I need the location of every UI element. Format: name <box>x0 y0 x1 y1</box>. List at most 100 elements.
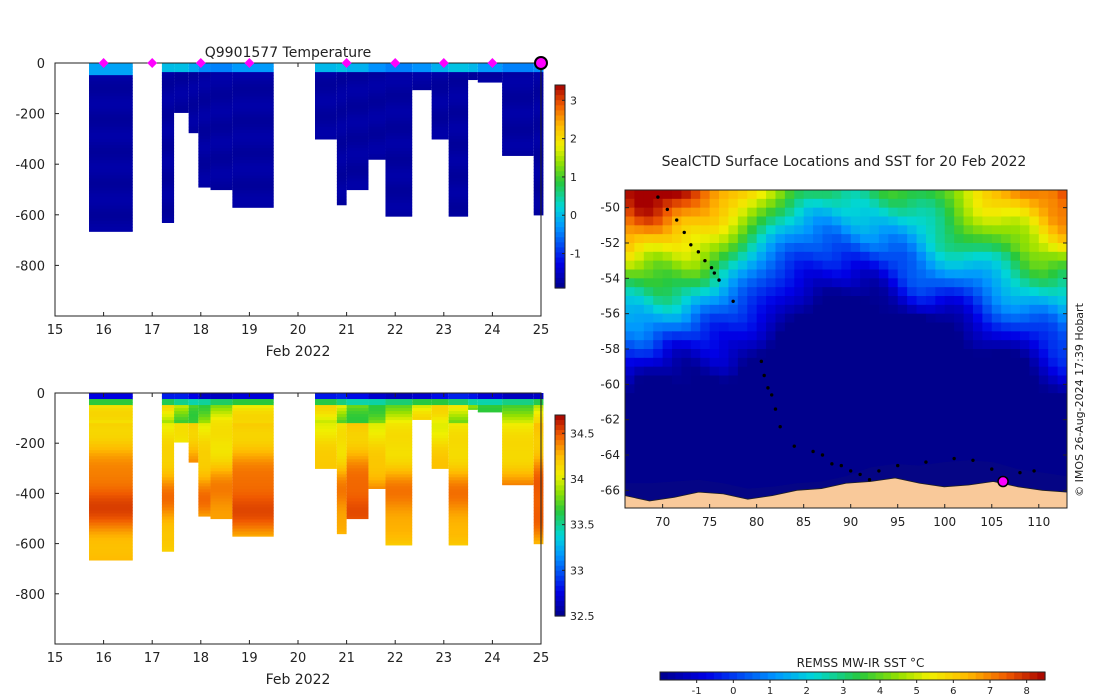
salinity-cell <box>188 441 199 445</box>
sst-cell <box>794 393 805 403</box>
salinity-cell <box>232 459 274 463</box>
sst-cell <box>737 463 748 474</box>
salinity-cell <box>533 456 544 460</box>
sst-cell <box>625 349 635 359</box>
sst-cell <box>1029 437 1040 447</box>
sst-cell <box>897 198 908 209</box>
sst-cell <box>1029 243 1040 253</box>
sst-cell <box>681 428 692 438</box>
sst-cell <box>991 349 1002 359</box>
temperature-cell <box>368 108 386 113</box>
sst-cell <box>1048 216 1059 226</box>
salinity-cell <box>448 450 469 454</box>
sst-cell <box>982 437 993 447</box>
colorbar-segment <box>555 605 565 612</box>
temperature-cell <box>468 75 478 79</box>
salinity-cell <box>431 450 449 454</box>
sst-cell <box>907 393 918 403</box>
temperature-cell <box>385 102 413 107</box>
sst-cell <box>803 357 814 368</box>
sst-cell <box>972 313 983 323</box>
track-point <box>731 299 735 303</box>
sst-cell <box>784 419 795 429</box>
salinity-cell <box>161 429 175 433</box>
sst-cell <box>869 437 880 447</box>
sst-cell <box>662 375 673 385</box>
sst-cell <box>813 269 823 279</box>
salinity-cell <box>336 513 347 518</box>
salinity-cell <box>385 405 413 409</box>
colorbar-segment <box>952 672 961 680</box>
sst-cell <box>822 437 833 447</box>
salinity-cell <box>315 432 337 436</box>
salinity-cell <box>89 402 133 406</box>
colorbar-segment <box>737 672 746 680</box>
temperature-cell <box>198 169 211 173</box>
sst-cell <box>1038 251 1049 262</box>
salinity-cell <box>385 450 413 454</box>
salinity-cell <box>232 423 274 427</box>
temperature-cell <box>502 151 534 155</box>
sst-map-panel: 70 75 80 85 90 95 100 105 110-50-52-54-56-58-60-… <box>600 154 1068 697</box>
sst-cell <box>1029 198 1040 209</box>
sst-cell <box>1038 225 1049 235</box>
sst-cell <box>625 269 635 279</box>
sst-cell <box>963 340 974 350</box>
temperature-cell <box>448 211 469 216</box>
sst-cell <box>737 260 748 270</box>
temperature-cell <box>89 151 133 155</box>
temperature-cell <box>232 193 274 198</box>
temperature-cell <box>161 154 175 158</box>
temperature-cell <box>533 75 544 79</box>
temperature-cell <box>188 123 199 128</box>
salinity-cell <box>198 447 211 451</box>
sst-cell <box>1010 278 1021 288</box>
colorbar-segment <box>898 672 907 680</box>
sst-cell <box>1019 340 1030 350</box>
sst-cell <box>850 198 861 209</box>
sst-cell <box>775 278 786 288</box>
temperature-cell <box>431 90 449 94</box>
sst-cell <box>719 437 729 447</box>
sst-cell <box>850 349 861 359</box>
sst-cell <box>822 402 833 412</box>
temperature-cell <box>448 129 469 134</box>
sst-cell <box>878 190 889 200</box>
sst-cell <box>954 402 965 412</box>
salinity-cell <box>198 459 211 463</box>
temperature-cell <box>346 187 369 191</box>
sst-cell <box>690 251 701 262</box>
salinity-cell <box>315 405 337 409</box>
colorbar-segment <box>555 495 565 502</box>
sst-cell <box>925 366 936 376</box>
salinity-cell <box>336 450 347 454</box>
sst-cell <box>1057 260 1068 270</box>
temperature-cell <box>385 205 413 210</box>
sst-cell <box>737 393 748 403</box>
temperature-cell <box>368 87 386 91</box>
sst-cell <box>907 410 918 421</box>
sst-cell <box>878 207 889 217</box>
temperature-cell <box>385 184 413 189</box>
sst-cell <box>1048 437 1059 447</box>
sst-cell <box>1019 463 1030 474</box>
sst-cell <box>869 190 880 200</box>
sst-cell <box>907 455 918 465</box>
salinity-cell <box>210 516 233 520</box>
temperature-cell <box>89 208 133 213</box>
sst-cell <box>1038 198 1049 209</box>
sst-cell <box>803 402 814 412</box>
sst-cell <box>888 375 899 385</box>
sst-cell <box>982 296 993 306</box>
salinity-cell <box>346 453 369 457</box>
sst-cell <box>822 322 833 332</box>
sst-cell <box>850 357 861 368</box>
salinity-cell <box>188 426 199 430</box>
sst-cell <box>784 446 795 456</box>
sst-cell <box>625 375 635 385</box>
sst-cell <box>625 428 635 438</box>
salinity-cell <box>210 438 233 442</box>
sst-cell <box>737 437 748 447</box>
temperature-cell <box>385 93 413 97</box>
sst-cell <box>719 419 729 429</box>
